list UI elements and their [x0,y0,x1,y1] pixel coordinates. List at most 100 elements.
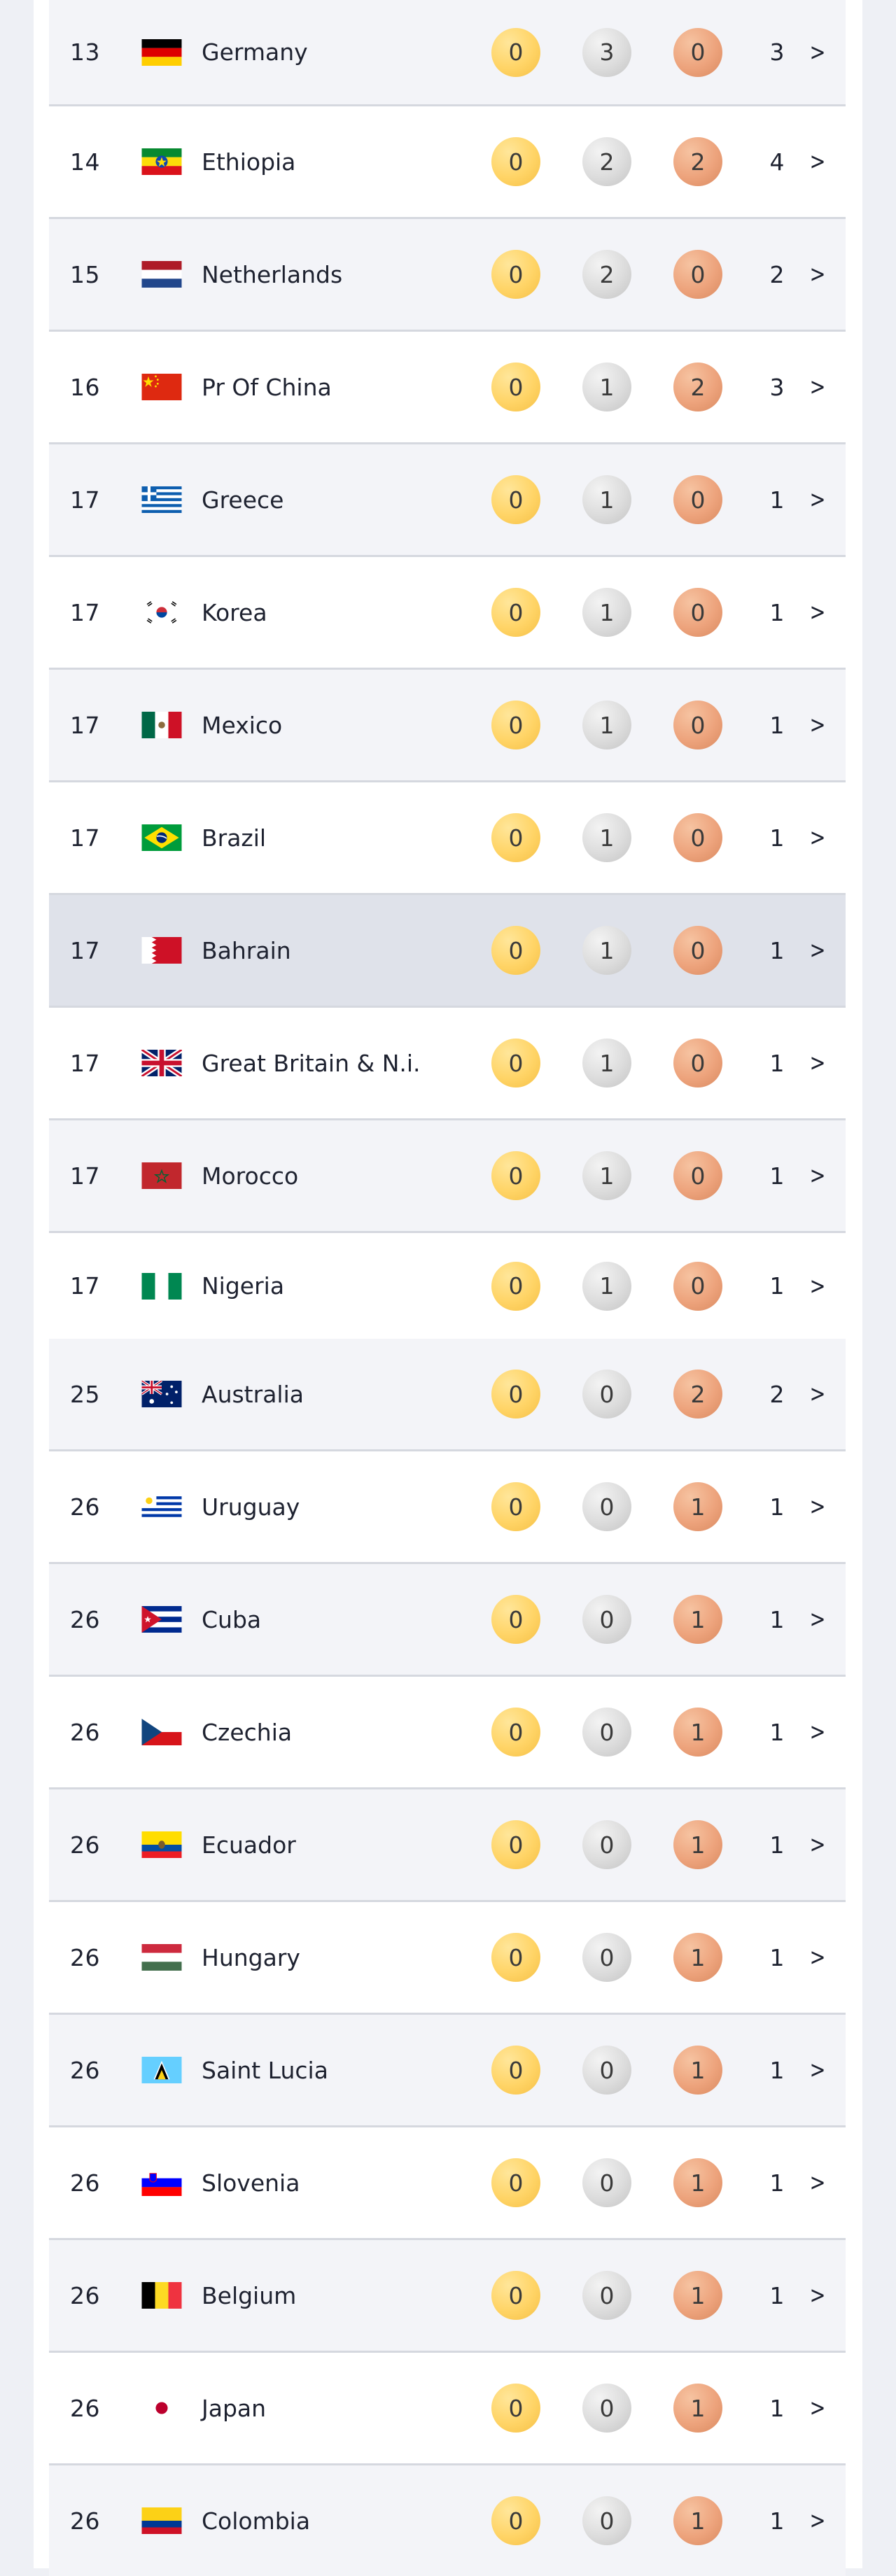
japan-flag-icon [141,2395,182,2421]
rank: 26 [70,1943,100,1971]
australia-flag-icon [141,1381,182,1407]
morocco-flag-icon [141,1162,182,1189]
table-row[interactable]: 17 Morocco 0 1 0 1 > [49,1120,846,1233]
chevron-right-icon[interactable]: > [809,373,826,401]
bronze-medal-count: 1 [673,1933,722,1982]
chevron-right-icon[interactable]: > [809,38,826,66]
country-name: Great Britain & N.i. [202,1049,421,1077]
chevron-right-icon[interactable]: > [809,1380,826,1408]
chevron-right-icon[interactable]: > [809,711,826,739]
table-row[interactable]: 17 Brazil 0 1 0 1 > [49,782,846,895]
chevron-right-icon[interactable]: > [809,1605,826,1633]
table-row[interactable]: 26 Belgium 0 0 1 1 > [49,2240,846,2353]
country-name: Slovenia [202,2169,300,2197]
table-row[interactable]: 13 Germany 0 3 0 3 > [49,0,846,106]
table-row[interactable]: 26 Cuba 0 0 1 1 > [49,1564,846,1677]
table-row[interactable]: 15 Netherlands 0 2 0 2 > [49,219,846,332]
bronze-medal-count: 1 [673,2046,722,2095]
silver-medal-count: 0 [582,1708,631,1757]
chevron-right-icon[interactable]: > [809,260,826,288]
country-name: Hungary [202,1943,300,1971]
chevron-right-icon[interactable]: > [809,1831,826,1859]
silver-medal-count: 1 [582,1151,631,1200]
bronze-medal-count: 0 [673,27,722,77]
rank: 25 [70,1380,100,1408]
silver-medal-count: 3 [582,27,631,77]
table-row[interactable]: 26 Colombia 0 0 1 1 > [49,2465,846,2576]
bahrain-flag-icon [141,937,182,964]
table-row-highlighted[interactable]: 17 Bahrain 0 1 0 1 > [49,895,846,1008]
table-row[interactable]: 26 Slovenia 0 0 1 1 > [49,2127,846,2240]
gold-medal-count: 0 [491,1039,540,1088]
chevron-right-icon[interactable]: > [809,1943,826,1971]
table-row[interactable]: 26 Uruguay 0 0 1 1 > [49,1451,846,1564]
chevron-right-icon[interactable]: > [809,2281,826,2309]
bronze-medal-count: 0 [673,1151,722,1200]
chevron-right-icon[interactable]: > [809,824,826,852]
bronze-medal-count: 2 [673,1370,722,1419]
country-name: Belgium [202,2281,297,2309]
greece-flag-icon [141,486,182,513]
gold-medal-count: 0 [491,363,540,411]
country-name: Pr Of China [202,373,332,401]
chevron-right-icon[interactable]: > [809,1493,826,1521]
gold-medal-count: 0 [491,1151,540,1200]
table-row[interactable]: 17 Mexico 0 1 0 1 > [49,670,846,782]
chevron-right-icon[interactable]: > [809,2169,826,2197]
table-row[interactable]: 17 Nigeria 0 1 0 1 > [49,1233,846,1339]
table-row[interactable]: 25 Australia 0 0 2 2 > [49,1339,846,1451]
table-row[interactable]: 26 Ecuador 0 0 1 1 > [49,1789,846,1902]
country-name: Nigeria [202,1272,285,1300]
bronze-medal-count: 2 [673,363,722,411]
table-row[interactable]: 17 Greece 0 1 0 1 > [49,444,846,557]
chevron-right-icon[interactable]: > [809,2507,826,2535]
country-name: Ethiopia [202,148,296,176]
chevron-right-icon[interactable]: > [809,1718,826,1746]
total-medal-count: 1 [769,1493,785,1521]
bronze-medal-count: 1 [673,2158,722,2207]
silver-medal-count: 1 [582,701,631,749]
gold-medal-count: 0 [491,1820,540,1869]
table-row[interactable]: 16 Pr Of China 0 1 2 3 > [49,332,846,444]
bronze-medal-count: 0 [673,1261,722,1311]
gold-medal-count: 0 [491,2158,540,2207]
table-row[interactable]: 26 Czechia 0 0 1 1 > [49,1677,846,1789]
chevron-right-icon[interactable]: > [809,1272,826,1300]
chevron-right-icon[interactable]: > [809,486,826,514]
chevron-right-icon[interactable]: > [809,936,826,964]
bronze-medal-count: 1 [673,1708,722,1757]
rank: 17 [70,486,100,514]
chevron-right-icon[interactable]: > [809,1049,826,1077]
gold-medal-count: 0 [491,2496,540,2545]
chevron-right-icon[interactable]: > [809,2394,826,2422]
belgium-flag-icon [141,2282,182,2309]
rank: 26 [70,2169,100,2197]
bronze-medal-count: 1 [673,1820,722,1869]
table-row[interactable]: 17 Korea 0 1 0 1 > [49,557,846,670]
rank: 17 [70,1272,100,1300]
gold-medal-count: 0 [491,588,540,637]
table-row[interactable]: 26 Japan 0 0 1 1 > [49,2353,846,2465]
total-medal-count: 1 [769,1049,785,1077]
rank: 17 [70,1162,100,1190]
table-row[interactable]: 26 Hungary 0 0 1 1 > [49,1902,846,2015]
table-row[interactable]: 14 Ethiopia 0 2 2 4 > [49,106,846,219]
rank: 17 [70,824,100,852]
chevron-right-icon[interactable]: > [809,148,826,176]
table-row[interactable]: 26 Saint Lucia 0 0 1 1 > [49,2015,846,2127]
chevron-right-icon[interactable]: > [809,598,826,626]
total-medal-count: 1 [769,1943,785,1971]
gold-medal-count: 0 [491,1370,540,1419]
table-row[interactable]: 17 Great Britain & N.i. 0 1 0 1 > [49,1008,846,1120]
gold-medal-count: 0 [491,1482,540,1531]
silver-medal-count: 2 [582,250,631,299]
chevron-right-icon[interactable]: > [809,1162,826,1190]
saint-lucia-flag-icon [141,2057,182,2083]
bronze-medal-count: 1 [673,1595,722,1644]
total-medal-count: 1 [769,711,785,739]
country-name: Czechia [202,1718,293,1746]
silver-medal-count: 0 [582,1482,631,1531]
chevron-right-icon[interactable]: > [809,2056,826,2084]
gold-medal-count: 0 [491,813,540,862]
country-name: Germany [202,38,308,66]
